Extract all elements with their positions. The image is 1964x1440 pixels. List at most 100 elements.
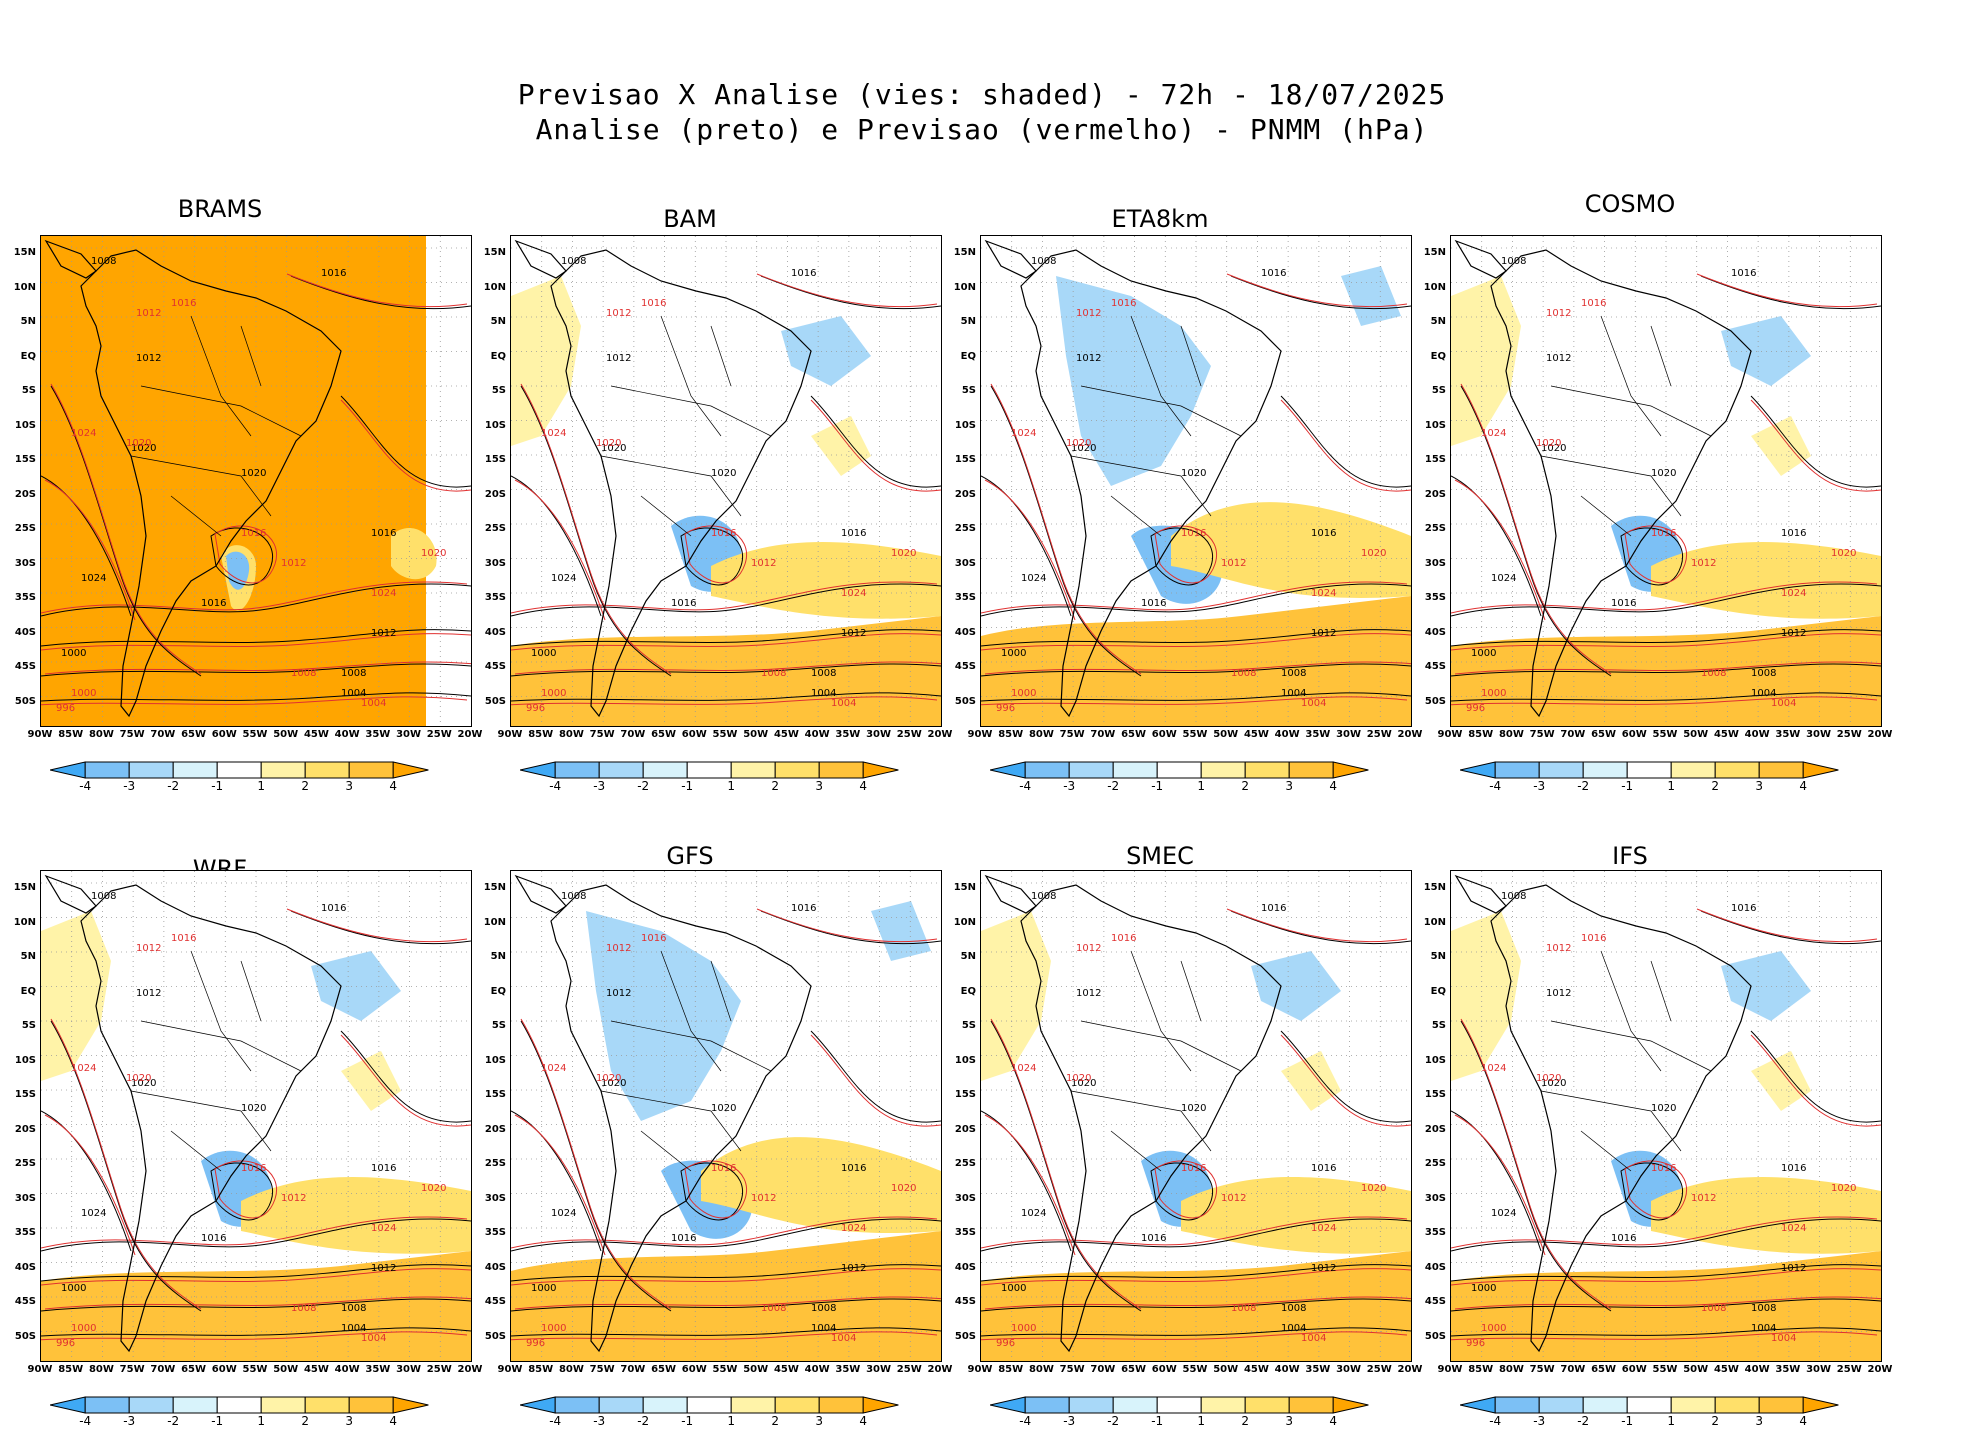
colorbar-segment [1538,1396,1584,1414]
analysis-contour-label: 1008 [1501,256,1526,267]
lat-tick-label: 10N [953,916,976,928]
forecast-contour-label: 996 [56,1338,75,1349]
analysis-contour-label: 1008 [91,891,116,902]
forecast-contour-label: 1012 [1546,943,1571,954]
colorbar-tick-label: 1 [257,779,265,793]
forecast-contour-label: 1016 [171,298,196,309]
bias-shading [1721,951,1811,1021]
panel-title: COSMO [1584,190,1676,218]
lat-tick-label: 35S [14,1227,36,1238]
lon-tick-label: 50W [743,1364,769,1375]
lon-tick-label: 80W [1498,1364,1524,1375]
forecast-contour-label: 1012 [281,558,306,569]
colorbar-segment [554,761,600,779]
colorbar-segment [1460,1396,1496,1414]
forecast-contour-label: 1016 [711,1163,736,1174]
lat-tick-label: 10N [13,916,36,928]
analysis-isobar [981,1327,1411,1337]
forecast-contour-label: 1008 [761,1303,786,1314]
analysis-contour-label: 1012 [606,353,631,364]
colorbar-tick-label: -2 [637,1414,650,1428]
forecast-contour-label: 1020 [596,438,621,449]
analysis-contour-label: 1016 [841,528,866,539]
lon-tick-label: 60W [681,1364,707,1375]
coastline [1020,884,1282,1353]
forecast-isobar [50,383,202,675]
map-panel-gfs: GFS 15N 10N 5N EQ 5S 10S 15S 20S 25S 30S 35S 40S 45S 5… [470,830,953,1440]
forecast-contour-label: 1020 [891,1183,916,1194]
panel-title: ETA8km [1111,205,1209,233]
lon-tick-label: 40W [804,1364,830,1375]
analysis-isobar [990,1020,1142,1312]
coastline [1490,249,1752,718]
lon-tick-label: 45W [1243,1364,1269,1375]
forecast-contour-label: 1024 [841,588,866,599]
bias-shading [1721,316,1811,386]
country-border [240,325,262,387]
lat-tick-label: 10S [954,1054,976,1066]
forecast-isobar [984,661,1411,675]
forecast-contour-label: 1016 [1581,933,1606,944]
bias-shading [1651,1177,1881,1254]
colorbar-tick-label: -4 [1489,1414,1502,1428]
analysis-contour-label: 1012 [841,628,866,639]
forecast-contour-label: 1020 [1361,548,1386,559]
forecast-contour-label: 1012 [1221,1193,1246,1204]
lat-tick-label: 10N [13,281,36,293]
map-svg: 1008 1016 1012 1020 1024 1016 1012 1008 1004 1000… [981,871,1411,1361]
forecast-contour-label: 1004 [1771,698,1796,709]
forecast-isobar [1280,1034,1411,1127]
colorbar-segment [260,761,306,779]
forecast-isobar [756,273,938,308]
analysis-contour-label: 1020 [601,443,626,454]
lat-tick-label: 45S [954,1296,976,1307]
bias-shading [1056,276,1211,486]
colorbar-tick-label: 3 [1285,779,1293,793]
lon-tick-label: 75W [119,729,145,740]
colorbar-tick-label: -4 [1019,779,1032,793]
lon-tick-label: 85W [528,729,554,740]
colorbar-tick-label: -1 [681,1414,694,1428]
colorbar-tick-label: -2 [167,1414,180,1428]
analysis-contour-label: 1016 [321,903,346,914]
colorbar-tick-label: 2 [1241,1414,1249,1428]
lat-tick-label: 15S [14,1089,36,1100]
forecast-isobar [810,1034,941,1127]
analysis-isobar [41,1298,471,1312]
lon-tick-label: 50W [1683,729,1709,740]
forecast-contour-label: 1000 [1481,688,1506,699]
analysis-contour-label: 1012 [1781,1263,1806,1274]
lat-tick-label: 30S [954,1192,976,1204]
lon-tick-label: 90W [27,729,53,740]
analysis-contour-label: 1008 [91,256,116,267]
forecast-contour-label: 1000 [71,688,96,699]
map-panel-eta8km: ETA8km 15N 10N 5N EQ 5S 10S 15S 20S 25S 30S 35S 40S 4… [940,195,1423,805]
bias-shading [586,911,741,1121]
colorbar-tick-label: 4 [859,779,867,793]
analysis-isobar [990,385,1142,677]
panel-title: GFS [666,842,714,870]
lon-tick-label: 60W [1621,729,1647,740]
lon-tick-label: 65W [651,729,677,740]
coastline [80,884,342,1353]
lat-tick-label: 15S [954,454,976,465]
forecast-contour-label: 1008 [761,668,786,679]
analysis-isobar [210,527,274,586]
analysis-isobar [1460,1020,1612,1312]
colorbar-tick-label: -3 [1533,1414,1546,1428]
country-border [1080,385,1242,437]
analysis-isobar [760,275,941,310]
analysis-contour-label: 1012 [1311,1263,1336,1274]
country-border [1600,315,1662,437]
analysis-isobar [981,475,1072,617]
bias-shading [981,911,1051,1081]
colorbar-segment [1626,1396,1672,1414]
lat-tick-label: 15N [483,882,506,893]
analysis-contour-label: 1000 [1471,648,1496,659]
colorbar-tick-label: 1 [727,1414,735,1428]
lat-tick-label: 45S [1424,1296,1446,1307]
country-border [1080,1020,1242,1072]
colorbar-tick-label: 2 [1711,779,1719,793]
forecast-isobar [1451,1216,1878,1249]
colorbar-segment [216,1396,262,1414]
